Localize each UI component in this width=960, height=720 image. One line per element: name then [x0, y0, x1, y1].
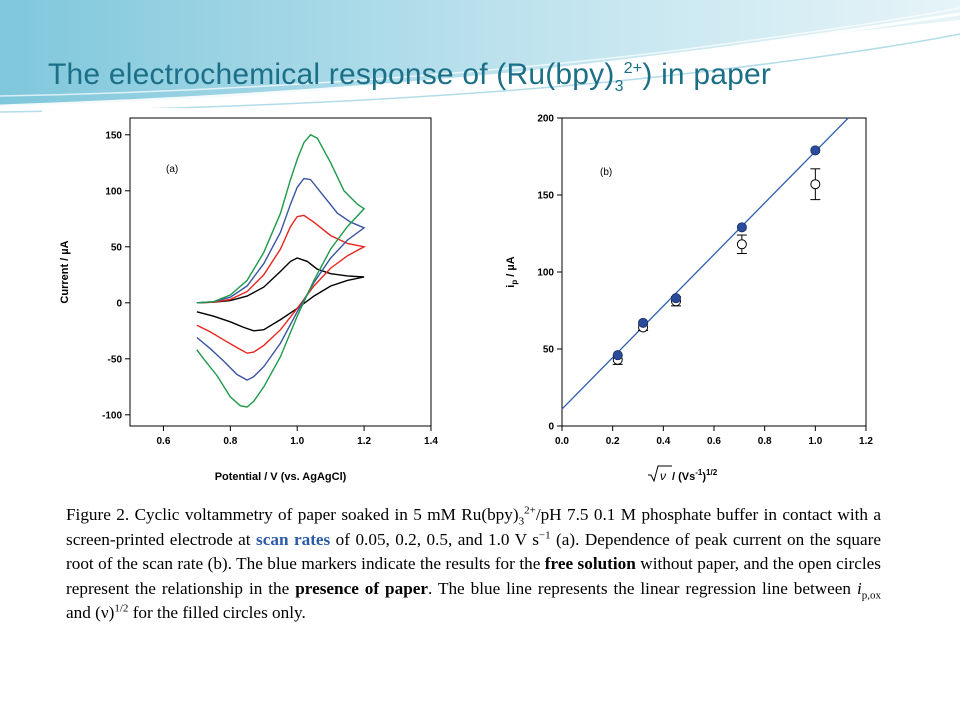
- title-main: The electrochemical response of (Ru(bpy): [48, 58, 615, 91]
- panel-label-b: (b): [600, 167, 612, 178]
- figure-panel-b: 0.0 0.2 0.4 0.6 0.8 1.0 1.2 0 50 100 150 200 (b) ip /…: [488, 108, 888, 495]
- y-tick-label: 50: [543, 345, 555, 356]
- caption-bold-presence-of-paper: presence of paper: [295, 578, 429, 598]
- x-tick-label: 0.8: [758, 436, 772, 447]
- x-tick-label: 0.8: [223, 436, 237, 447]
- y-tick-label: 150: [537, 191, 554, 202]
- y-tick-label: -50: [108, 354, 123, 365]
- x-tick-label: 0.6: [707, 436, 721, 447]
- x-axis-label-sup2: 1/2: [706, 468, 718, 477]
- x-axis-label: ν / (Vs-1)1/2: [648, 465, 718, 483]
- cv-trace-3: [196, 177, 366, 381]
- filled-circle-point: [612, 350, 623, 361]
- caption-text-5: without paper, and the open circles repr…: [66, 554, 881, 598]
- x-tick-label: 0.0: [555, 436, 569, 447]
- y-tick-label: 50: [111, 242, 123, 253]
- open-circle-point: [736, 239, 747, 250]
- panel-label-a: (a): [166, 164, 178, 175]
- cv-trace-2: [196, 214, 367, 354]
- y-tick-label: -100: [102, 410, 122, 421]
- filled-circle-point: [736, 222, 747, 233]
- filled-circle-point: [810, 145, 821, 156]
- filled-circle-point: [638, 317, 649, 328]
- caption-text-2: /pH 7.5 0.1 M phosphate buffer in contac…: [66, 505, 882, 549]
- caption-sup-3: 1/2: [114, 602, 129, 615]
- x-axis-label-close: ): [702, 471, 706, 483]
- cv-trace-1: [196, 257, 365, 332]
- x-axis-label-nu: ν: [660, 469, 666, 483]
- caption-text-1: Figure 2. Cyclic voltammetry of paper so…: [66, 505, 519, 524]
- x-axis-label-sup1: -1: [695, 468, 703, 477]
- y-tick-label: 200: [537, 114, 554, 125]
- x-tick-label: 1.4: [424, 436, 438, 447]
- figure-panel-a: 0.6 0.8 1.0 1.2 1.4 -100 -50 0 50 100 150 (a) Potent…: [42, 108, 458, 495]
- x-tick-label: 1.2: [357, 436, 371, 447]
- y-tick-label: 0: [548, 422, 554, 433]
- caption-text-7: and (ν): [66, 603, 115, 622]
- y-tick-label: 100: [537, 268, 554, 279]
- x-tick-label: 0.6: [156, 436, 170, 447]
- open-circle-point: [810, 179, 821, 190]
- plot-frame: [129, 117, 432, 427]
- y-axis-label-i: i: [505, 285, 517, 288]
- y-tick-label: 150: [105, 130, 122, 141]
- slide-title: The electrochemical response of (Ru(bpy)…: [48, 58, 771, 96]
- x-axis-label-open: / (Vs: [672, 471, 695, 483]
- regression-line: [561, 117, 849, 410]
- caption-sup-2: −1: [538, 528, 551, 541]
- caption-highlight-scan-rates: scan rates: [256, 529, 331, 549]
- y-tick-label: 100: [105, 186, 122, 197]
- caption-bold-free-solution: free solution: [544, 554, 636, 573]
- caption-sub-1: 3: [518, 515, 525, 528]
- cv-chart: 0.6 0.8 1.0 1.2 1.4 -100 -50 0 50 100 150 (a) Potent…: [59, 117, 438, 483]
- caption-italic-i: i: [856, 578, 862, 598]
- caption-sub-2: p,ox: [861, 588, 881, 601]
- x-axis-label: Potential / V (vs. AgAgCl): [215, 471, 347, 483]
- cv-trace-4: [196, 133, 366, 408]
- caption-text-4: (a). Dependence of peak current on the s…: [66, 529, 881, 574]
- y-tick-label: 0: [116, 298, 122, 309]
- caption-text-6: . The blue line represents the linear re…: [428, 578, 857, 598]
- header-banner: [0, 0, 960, 113]
- y-axis-label: ip / µA: [505, 256, 519, 287]
- y-axis-label: Current / µA: [59, 240, 71, 303]
- peak-current-chart: 0.0 0.2 0.4 0.6 0.8 1.0 1.2 0 50 100 150 200 (b) ip /…: [505, 114, 873, 484]
- y-axis-label-unit: / µA: [505, 256, 517, 280]
- x-tick-label: 0.4: [656, 436, 670, 447]
- caption-text-8: for the filled circles only.: [128, 603, 306, 622]
- title-end: ) in paper: [642, 58, 772, 91]
- caption-sup-1: 2+: [524, 504, 536, 517]
- figure-caption: Figure 2. Cyclic voltammetry of paper so…: [66, 503, 881, 626]
- x-tick-label: 1.0: [808, 436, 822, 447]
- x-tick-label: 1.0: [290, 436, 304, 447]
- y-axis-label-sub: p: [510, 280, 519, 285]
- sqrt-symbol: [648, 465, 672, 483]
- title-superscript: 2+: [623, 60, 643, 77]
- x-tick-label: 1.2: [859, 436, 873, 447]
- plot-frame: [561, 117, 867, 427]
- x-tick-label: 0.2: [606, 436, 620, 447]
- x-axis-label-units: / (Vs-1)1/2: [672, 468, 718, 483]
- caption-text-3: of 0.05, 0.2, 0.5, and 1.0 V s: [330, 529, 539, 549]
- filled-circle-point: [670, 293, 681, 304]
- title-subscript: 3: [614, 78, 624, 95]
